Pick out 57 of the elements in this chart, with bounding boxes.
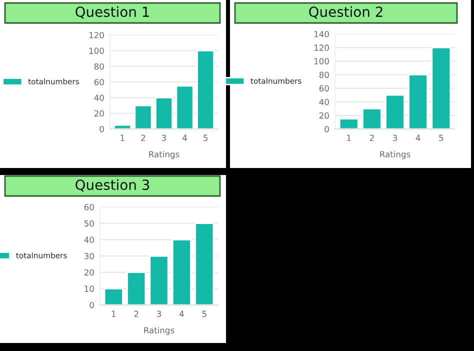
bar <box>149 255 169 305</box>
x-axis-title: Ratings <box>149 150 180 160</box>
x-tick-label: 4 <box>179 310 184 317</box>
y-tick-label: 120 <box>314 44 329 51</box>
x-tick-label: 5 <box>202 310 206 318</box>
chart-title: Question 2 <box>309 6 382 19</box>
y-tick-label: 40 <box>84 236 94 243</box>
y-tick-label: 140 <box>314 30 329 38</box>
x-tick-label: 1 <box>112 310 116 317</box>
bar <box>196 50 215 129</box>
bar <box>176 85 194 129</box>
y-tick-label: 60 <box>94 78 104 86</box>
x-axis-title: Ratings <box>144 326 174 336</box>
y-tick-label: 80 <box>94 63 104 70</box>
x-tick-label: 4 <box>416 134 420 141</box>
bar <box>408 74 428 129</box>
x-tick-label: 5 <box>204 134 208 142</box>
y-tick-label: 60 <box>84 204 94 210</box>
x-tick-label: 1 <box>347 134 351 141</box>
y-tick-label: 0 <box>324 126 329 132</box>
x-tick-label: 1 <box>120 134 124 141</box>
bar <box>385 94 405 129</box>
y-tick-label: 60 <box>319 85 329 92</box>
y-tick-label: 20 <box>94 110 104 117</box>
bar <box>104 288 124 305</box>
bar <box>134 104 152 129</box>
y-tick-label: 0 <box>100 126 104 132</box>
bar <box>194 222 214 305</box>
y-tick-label: 10 <box>84 286 94 292</box>
y-tick-label: 0 <box>90 302 94 308</box>
y-tick-label: 30 <box>84 252 94 260</box>
bar <box>126 272 146 305</box>
y-tick-label: 100 <box>314 58 329 64</box>
x-tick-label: 3 <box>156 310 161 318</box>
bar <box>154 96 174 129</box>
y-tick-label: 120 <box>89 32 104 38</box>
x-axis-title: Ratings <box>380 150 410 160</box>
y-tick-label: 80 <box>319 72 329 78</box>
bar <box>362 108 382 129</box>
y-tick-label: 20 <box>84 269 94 276</box>
y-tick-label: 100 <box>89 48 104 54</box>
chart-title: Question 1 <box>76 6 149 19</box>
bar <box>338 118 359 129</box>
x-tick-label: 2 <box>370 134 374 141</box>
y-tick-label: 40 <box>319 98 329 106</box>
x-tick-label: 2 <box>134 310 138 317</box>
y-tick-label: 50 <box>84 220 94 227</box>
bar <box>431 46 452 129</box>
bar <box>172 238 192 305</box>
y-tick-label: 40 <box>94 94 104 101</box>
x-tick-label: 5 <box>439 134 444 142</box>
chart-title: Question 3 <box>76 179 150 192</box>
x-tick-label: 3 <box>162 134 166 142</box>
x-tick-label: 2 <box>141 134 146 141</box>
y-tick-label: 20 <box>319 112 329 119</box>
x-tick-label: 4 <box>182 134 187 141</box>
x-tick-label: 3 <box>392 134 397 142</box>
